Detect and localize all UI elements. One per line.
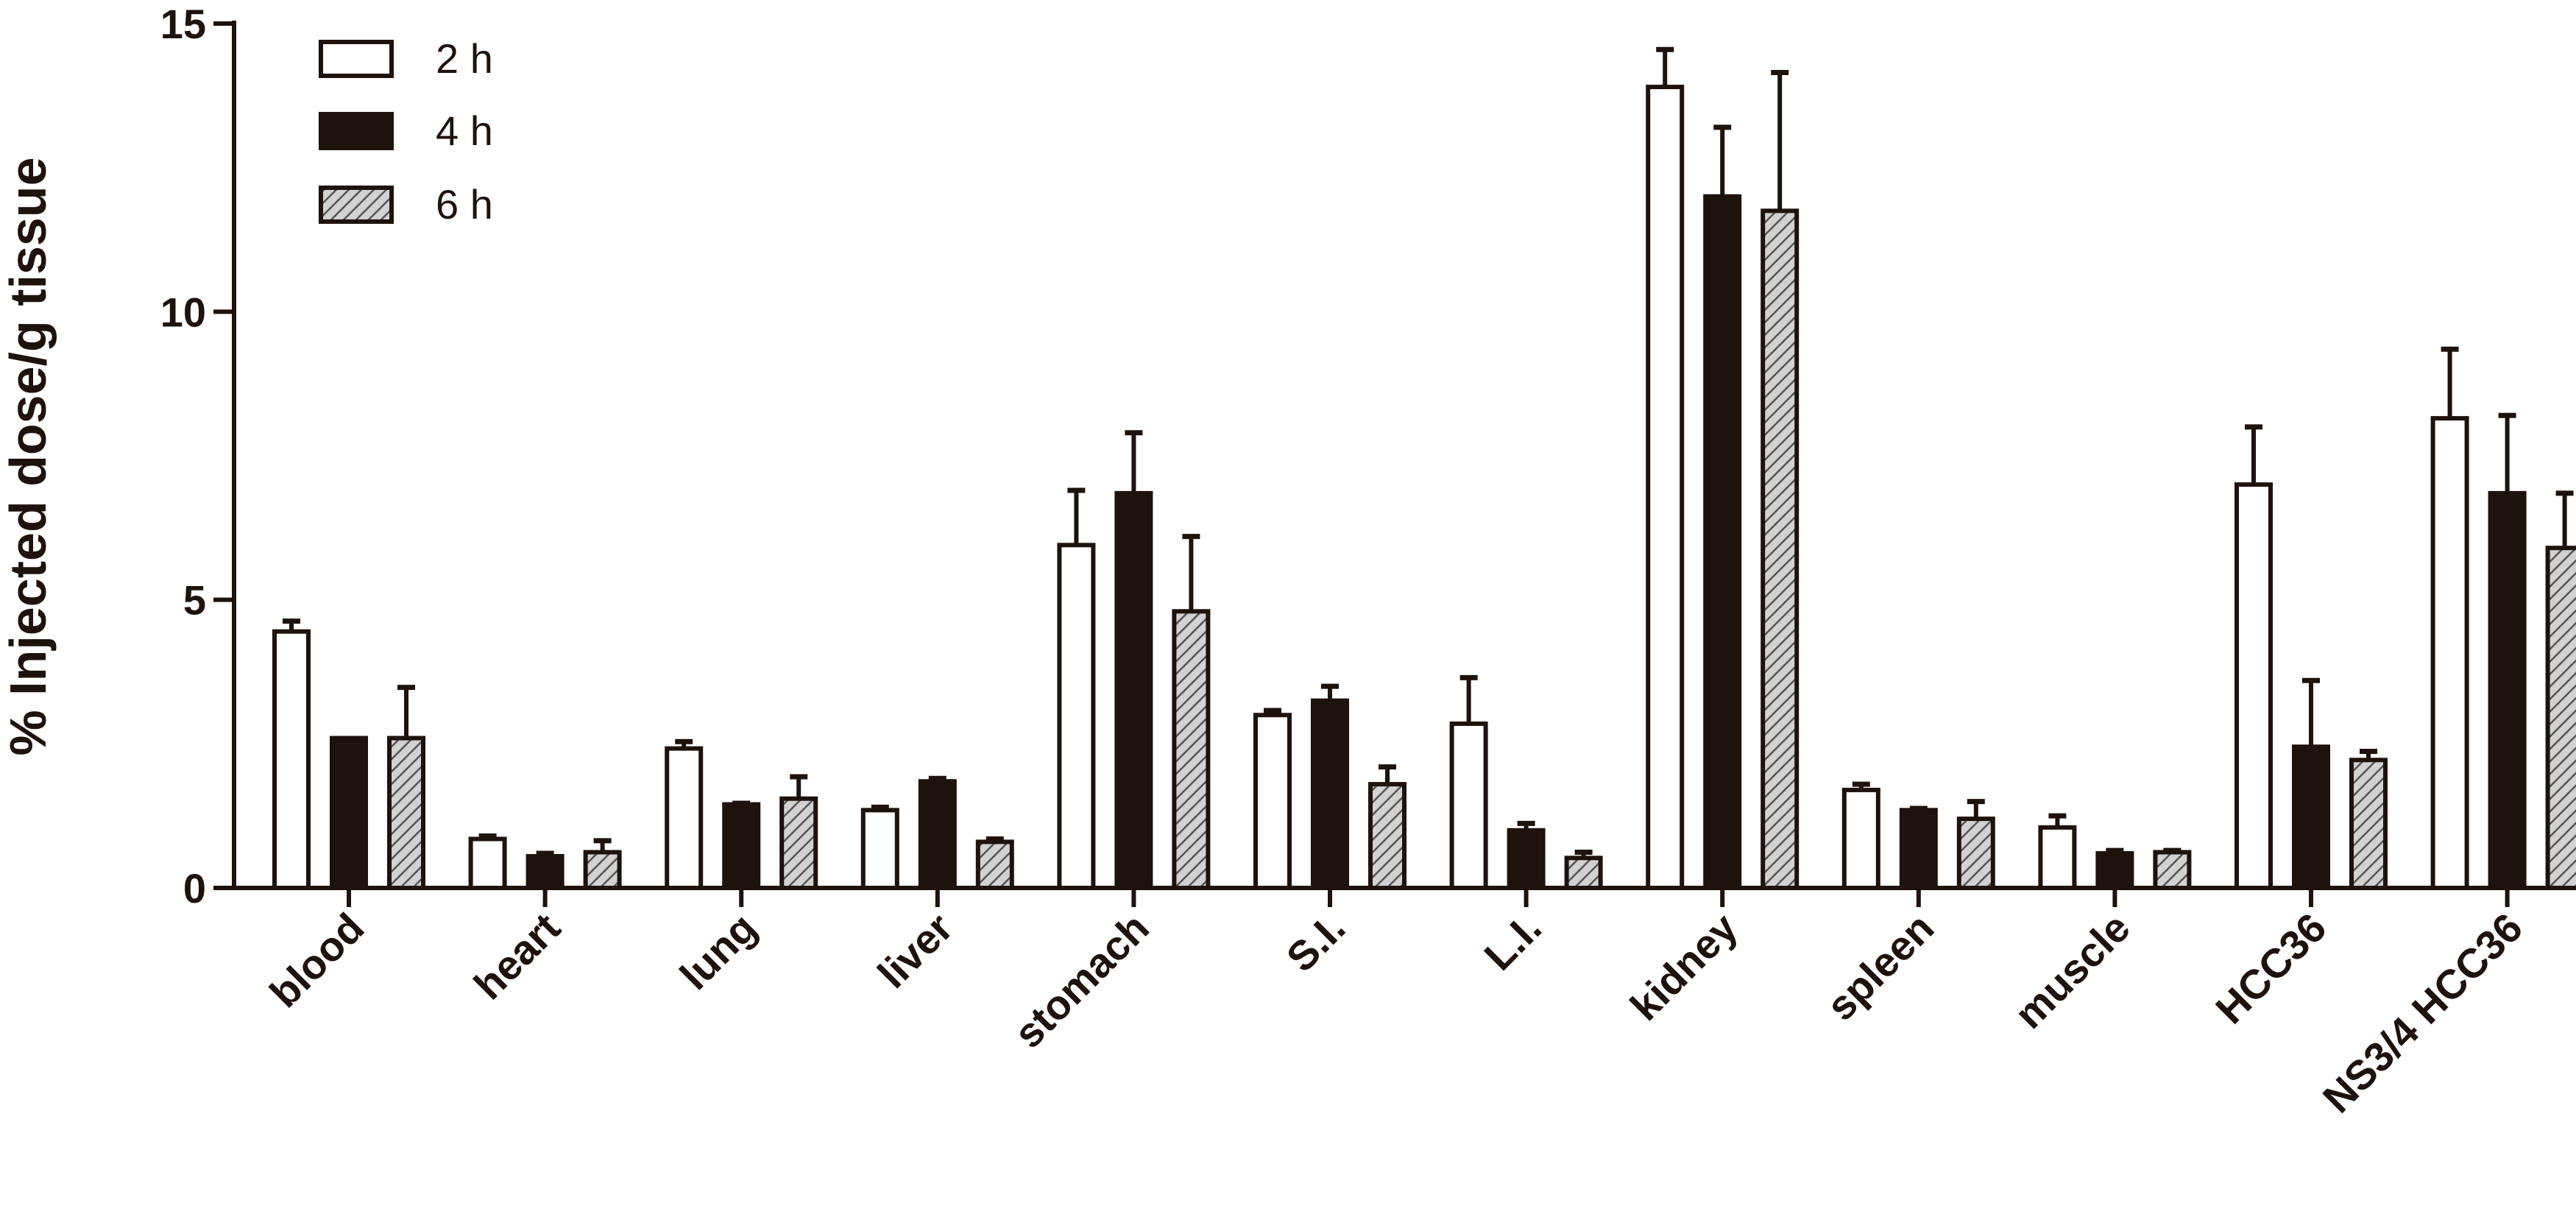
- bar-2h-liver: [860, 808, 899, 890]
- bar-6h-ns3-4-hcc36: [2545, 546, 2576, 891]
- bar-2h-l-i-: [1449, 721, 1488, 890]
- legend-swatch-2h: [319, 40, 394, 78]
- bar-4h-blood: [330, 736, 368, 890]
- bar-2h-stomach: [1057, 543, 1096, 891]
- y-tick-label: 10: [160, 289, 206, 335]
- bar-2h-blood: [272, 629, 311, 890]
- y-axis-ticks: 0 5 10 15: [160, 1, 234, 912]
- bars: [272, 46, 2576, 907]
- bar-2h-spleen: [1841, 787, 1880, 890]
- category-label: spleen: [1817, 904, 1942, 1029]
- x-axis-labels: blood heart lung liver stomach S.I. L.I. kidney…: [261, 904, 2531, 1121]
- category-label: HCC36: [2207, 904, 2335, 1032]
- bar-4h-ns3-4-hcc36: [2488, 490, 2527, 890]
- category-label: stomach: [1005, 904, 1157, 1057]
- bar-6h-kidney: [1761, 208, 1800, 891]
- bar-2h-heart: [468, 836, 507, 891]
- legend-label-6h: 6 h: [436, 181, 493, 228]
- bar-2h-lung: [665, 746, 704, 890]
- bar-4h-kidney: [1703, 194, 1742, 890]
- legend-entry-4h: 4 h: [319, 107, 493, 154]
- bar-2h-ns3-4-hcc36: [2430, 416, 2469, 890]
- legend-label-4h: 4 h: [436, 107, 493, 154]
- bar-2h-hcc36: [2234, 482, 2273, 890]
- bar-4h-heart: [526, 853, 565, 891]
- legend-swatch-6h: [319, 186, 394, 224]
- legend-label-2h: 2 h: [436, 35, 493, 82]
- bar-6h-spleen: [1956, 817, 1995, 890]
- legend: 2 h 4 h 6 h: [319, 35, 493, 228]
- category-label: S.I.: [1278, 904, 1354, 981]
- bar-4h-liver: [918, 779, 957, 890]
- bar-2h-s-i-: [1253, 713, 1292, 891]
- bar-4h-l-i-: [1507, 828, 1546, 890]
- y-tick-label: 0: [183, 865, 206, 912]
- legend-entry-2h: 2 h: [319, 35, 493, 82]
- y-axis-title: % Injected dose/g tissue: [0, 158, 57, 756]
- bar-4h-s-i-: [1311, 698, 1349, 891]
- bar-4h-hcc36: [2292, 744, 2330, 890]
- category-label: NS3/4 HCC36: [2314, 904, 2531, 1121]
- y-tick-label: 15: [160, 1, 206, 47]
- bar-4h-lung: [722, 802, 761, 890]
- axes: [232, 21, 2576, 890]
- bar-6h-blood: [387, 736, 425, 890]
- category-label: lung: [671, 904, 765, 998]
- bar-6h-stomach: [1172, 609, 1211, 890]
- legend-entry-6h: 6 h: [319, 181, 493, 228]
- bar-4h-muscle: [2095, 851, 2134, 891]
- bar-6h-l-i-: [1564, 856, 1603, 891]
- bar-2h-muscle: [2038, 825, 2077, 890]
- bar-6h-s-i-: [1368, 782, 1406, 890]
- bar-6h-liver: [975, 839, 1014, 891]
- bar-4h-spleen: [1899, 808, 1938, 890]
- bar-4h-stomach: [1114, 490, 1153, 890]
- bar-6h-hcc36: [2349, 758, 2388, 891]
- category-label: liver: [868, 904, 961, 997]
- category-label: kidney: [1621, 904, 1747, 1029]
- bar-6h-muscle: [2153, 850, 2192, 890]
- y-tick-label: 5: [183, 577, 206, 624]
- bar-2h-kidney: [1646, 85, 1685, 890]
- category-label: blood: [261, 904, 372, 1016]
- category-label: heart: [465, 904, 569, 1008]
- bar-6h-heart: [583, 850, 622, 890]
- category-label: L.I.: [1475, 904, 1550, 979]
- legend-swatch-4h: [319, 112, 394, 150]
- category-label: muscle: [2006, 904, 2139, 1037]
- bar-6h-lung: [779, 796, 818, 890]
